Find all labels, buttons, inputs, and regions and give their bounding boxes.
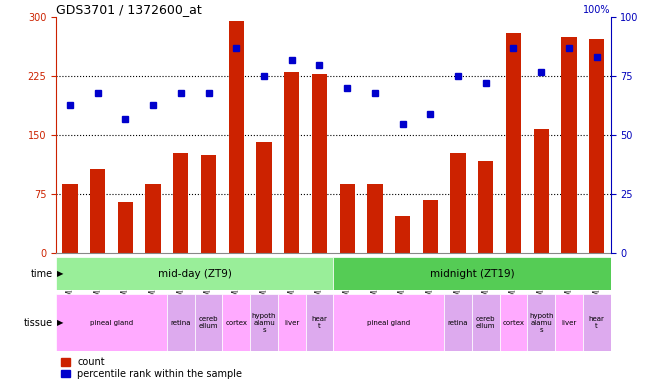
Bar [284,73,300,253]
Text: retina: retina [170,319,191,326]
Bar [561,37,577,253]
Bar [478,161,494,253]
Bar [506,33,521,253]
Bar [173,153,189,253]
Bar [256,142,272,253]
Bar [533,129,549,253]
Bar [333,294,444,351]
Bar [312,74,327,253]
Text: hear
t: hear t [589,316,605,329]
Text: cortex: cortex [225,319,248,326]
Text: liver: liver [284,319,300,326]
Bar [555,294,583,351]
Bar [62,184,78,253]
Bar [228,21,244,253]
Bar [333,257,610,290]
Bar [250,294,278,351]
Text: tissue: tissue [24,318,53,328]
Bar [583,294,610,351]
Bar [395,216,411,253]
Text: hypoth
alamu
s: hypoth alamu s [251,313,277,333]
Text: 100%: 100% [583,5,610,15]
Text: liver: liver [561,319,577,326]
Text: mid-day (ZT9): mid-day (ZT9) [158,268,232,279]
Bar [56,294,167,351]
Bar [145,184,161,253]
Text: ▶: ▶ [57,269,64,278]
Text: pineal gland: pineal gland [367,319,411,326]
Bar [90,169,106,253]
Bar [422,200,438,253]
Bar [278,294,306,351]
Bar [201,155,216,253]
Text: cereb
ellum: cereb ellum [199,316,218,329]
Bar [500,294,527,351]
Text: cortex: cortex [502,319,525,326]
Legend: count, percentile rank within the sample: count, percentile rank within the sample [61,357,242,379]
Bar [367,184,383,253]
Bar [589,39,605,253]
Bar [117,202,133,253]
Text: pineal gland: pineal gland [90,319,133,326]
Text: time: time [30,268,53,279]
Text: midnight (ZT19): midnight (ZT19) [430,268,514,279]
Bar [56,257,333,290]
Bar [472,294,500,351]
Bar [195,294,222,351]
Bar [222,294,250,351]
Text: hypoth
alamu
s: hypoth alamu s [529,313,554,333]
Bar [167,294,195,351]
Bar [450,153,466,253]
Text: retina: retina [447,319,469,326]
Text: hear
t: hear t [312,316,327,329]
Bar [444,294,472,351]
Bar [306,294,333,351]
Bar [339,184,355,253]
Text: ▶: ▶ [57,318,64,327]
Text: GDS3701 / 1372600_at: GDS3701 / 1372600_at [56,3,202,16]
Bar [527,294,555,351]
Text: cereb
ellum: cereb ellum [476,316,496,329]
